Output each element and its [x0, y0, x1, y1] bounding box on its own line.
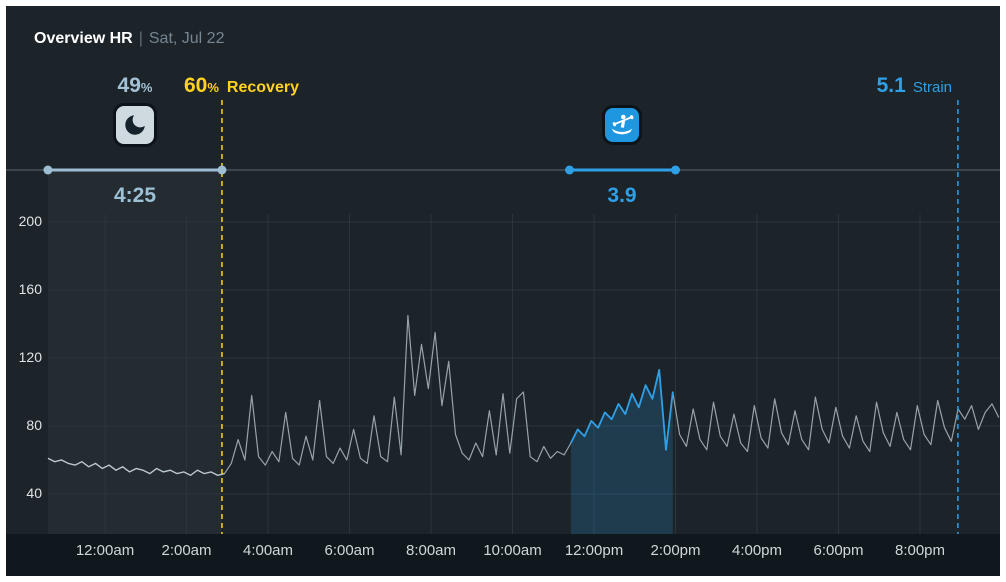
- recovery-word: Recovery: [226, 79, 299, 96]
- x-tick-label: 12:00am: [75, 542, 135, 559]
- sleep-span-start-dot[interactable]: [43, 165, 53, 175]
- panel-header: Overview HR | Sat, Jul 22: [34, 30, 224, 48]
- moon-icon: [125, 115, 145, 135]
- sleep-percent-label: 49%: [118, 74, 153, 98]
- recovery-label: 60% Recovery: [184, 74, 299, 98]
- activity-heart-rate-line: [570, 368, 674, 451]
- header-date: Sat, Jul 22: [148, 30, 225, 47]
- activity-span-start-dot[interactable]: [565, 165, 575, 175]
- kayak-icon: [611, 114, 634, 135]
- x-tick-label: 10:00am: [483, 542, 542, 559]
- sleep-span-end-dot[interactable]: [217, 165, 227, 175]
- sleep-percent-value: 49: [117, 74, 141, 97]
- y-tick-label: 80: [26, 417, 42, 433]
- page-title: Overview HR: [34, 30, 133, 47]
- sleep-badge[interactable]: [113, 103, 157, 147]
- hr-overview-panel: Overview HR | Sat, Jul 22 49% 60% Recovery …: [6, 6, 1000, 576]
- heart-rate-chart[interactable]: [6, 6, 1000, 576]
- y-tick-label: 120: [18, 349, 42, 365]
- y-tick-label: 160: [18, 281, 42, 297]
- strain-word: Strain: [912, 79, 952, 96]
- x-tick-label: 8:00am: [405, 542, 457, 559]
- sleep-percent-sign: %: [140, 80, 153, 95]
- x-tick-label: 2:00am: [161, 542, 212, 559]
- activity-span-end-dot[interactable]: [671, 165, 680, 175]
- x-tick-label: 4:00am: [242, 542, 294, 559]
- strain-label: 5.1 Strain: [877, 74, 952, 98]
- recovery-value: 60: [184, 74, 208, 97]
- recovery-percent-sign: %: [207, 80, 219, 95]
- x-tick-label: 4:00pm: [731, 542, 783, 559]
- x-tick-label: 6:00pm: [813, 542, 864, 559]
- x-tick-label: 6:00am: [324, 542, 375, 559]
- strain-value: 5.1: [876, 74, 906, 97]
- header-separator: |: [138, 30, 143, 47]
- activity-region-shading: [570, 369, 673, 534]
- x-axis: 12:00am 2:00am 4:00am 6:00am 8:00am 10:00am 12…: [6, 534, 1000, 576]
- activity-strain-label: 3.9: [607, 184, 637, 207]
- x-tick-label: 2:00pm: [650, 542, 701, 559]
- activity-badge[interactable]: [602, 105, 642, 145]
- sleep-heart-rate-line: [47, 457, 225, 477]
- y-tick-label: 40: [26, 485, 42, 501]
- sleep-region-shading: [48, 170, 222, 534]
- x-tick-label: 12:00pm: [564, 542, 624, 559]
- x-tick-label: 8:00pm: [894, 542, 946, 559]
- sleep-duration-label: 4:25: [113, 184, 157, 207]
- y-tick-label: 200: [18, 213, 42, 229]
